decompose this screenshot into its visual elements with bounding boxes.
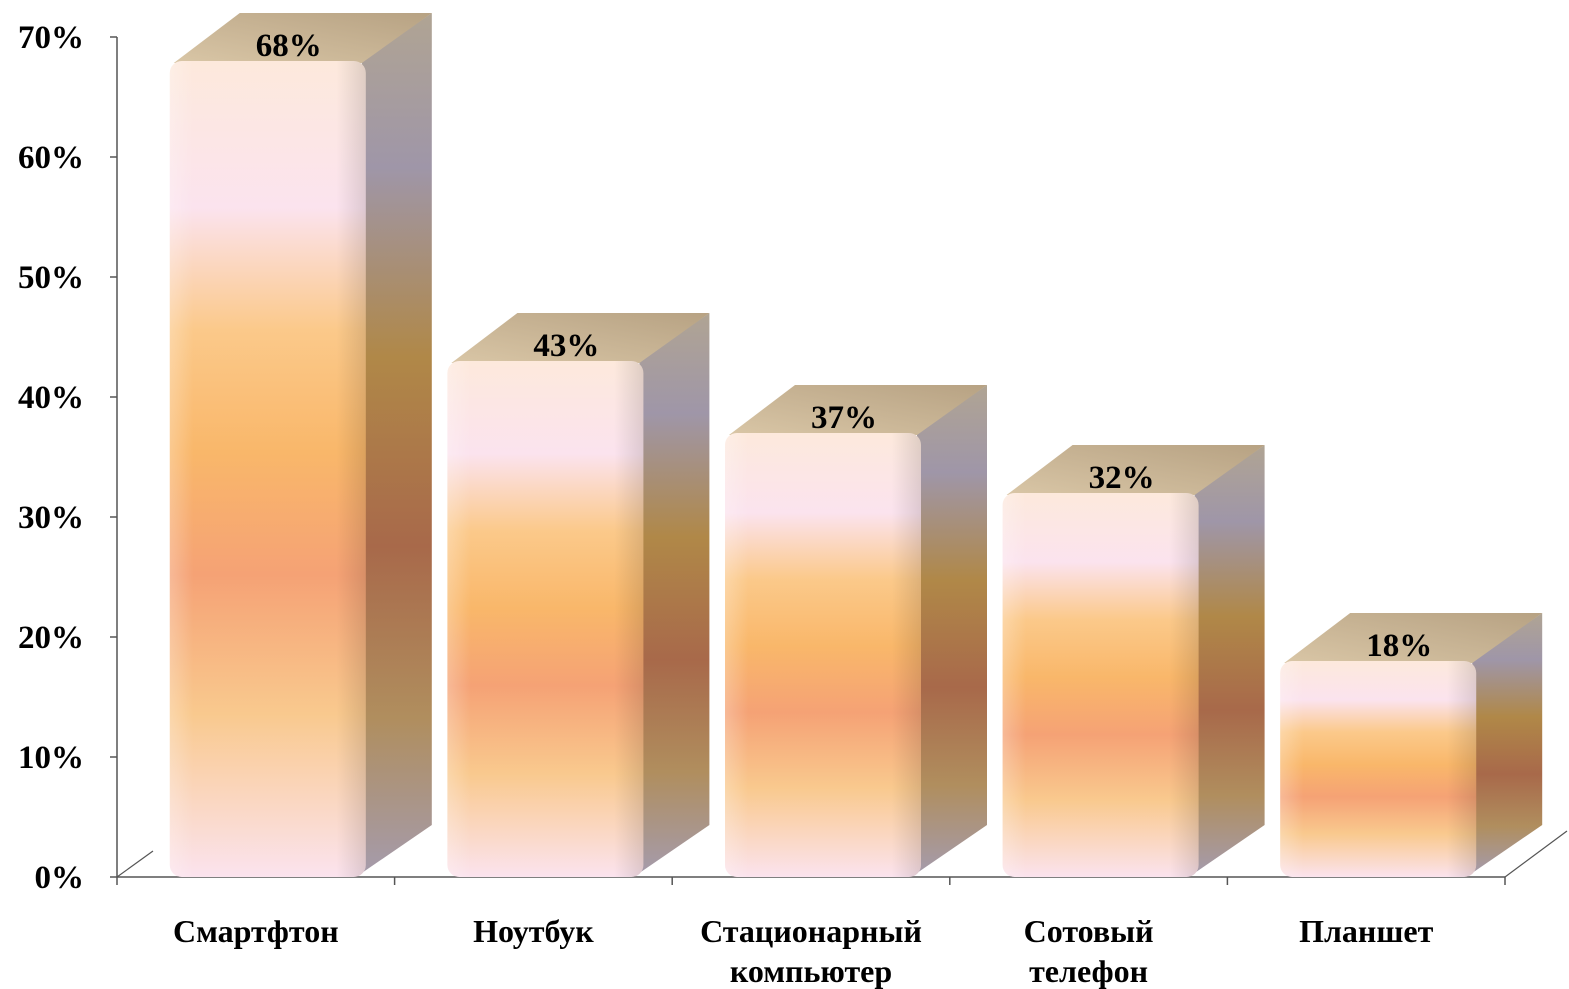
bar-side-face — [1194, 445, 1265, 873]
data-label: 43% — [533, 328, 599, 364]
bar-front-shade — [169, 61, 366, 877]
floor-edge-right — [1504, 830, 1568, 878]
bar-front-shade — [1280, 661, 1477, 877]
x-tick-label: Планшет — [1299, 913, 1434, 949]
bar-side-face — [1472, 613, 1543, 873]
bar-top-face — [173, 13, 432, 63]
y-tick-label: 70% — [18, 20, 84, 56]
y-tick-label: 40% — [18, 380, 84, 416]
bar — [169, 13, 432, 877]
bar-side-face — [639, 313, 710, 873]
data-label: 68% — [256, 28, 322, 64]
floor-edge-left — [116, 850, 154, 878]
y-tick-label: 60% — [18, 140, 84, 176]
y-tick-label: 20% — [18, 620, 84, 656]
y-tick-label: 50% — [18, 260, 84, 296]
x-tick-label: Сотовый — [1024, 913, 1154, 949]
x-tick-label: Стационарный — [700, 913, 922, 949]
bars-layer — [169, 13, 1543, 877]
bar-top-face — [1284, 613, 1543, 663]
bar-side-face — [361, 13, 432, 873]
bar-side-face — [917, 385, 987, 873]
data-label: 37% — [811, 400, 877, 436]
x-tick-label: телефон — [1029, 953, 1148, 989]
y-tick-label: 0% — [35, 860, 85, 896]
x-tick-label: Смартфтон — [173, 913, 339, 949]
bar — [1002, 445, 1265, 877]
bar-front-shade — [447, 361, 644, 877]
bar-top-face — [451, 313, 710, 363]
y-tick-label: 30% — [18, 500, 84, 536]
data-label: 18% — [1366, 628, 1432, 664]
x-tick-label: Ноутбук — [473, 913, 594, 949]
labels-layer: 0% 10% 20% 30% 40% 50% 60% 70% 68% Смартфтон 43% Но… — [18, 20, 1434, 989]
bar — [725, 385, 987, 877]
x-tick-label: компьютер — [730, 953, 892, 989]
bar — [1280, 613, 1543, 877]
data-label: 32% — [1089, 460, 1155, 496]
bar — [447, 313, 710, 877]
bar-top-face — [1006, 445, 1265, 495]
y-tick-label: 10% — [18, 740, 84, 776]
bar-front-shade — [1002, 493, 1199, 877]
bar-front-shade — [725, 433, 921, 877]
bar-top-face — [729, 385, 987, 435]
